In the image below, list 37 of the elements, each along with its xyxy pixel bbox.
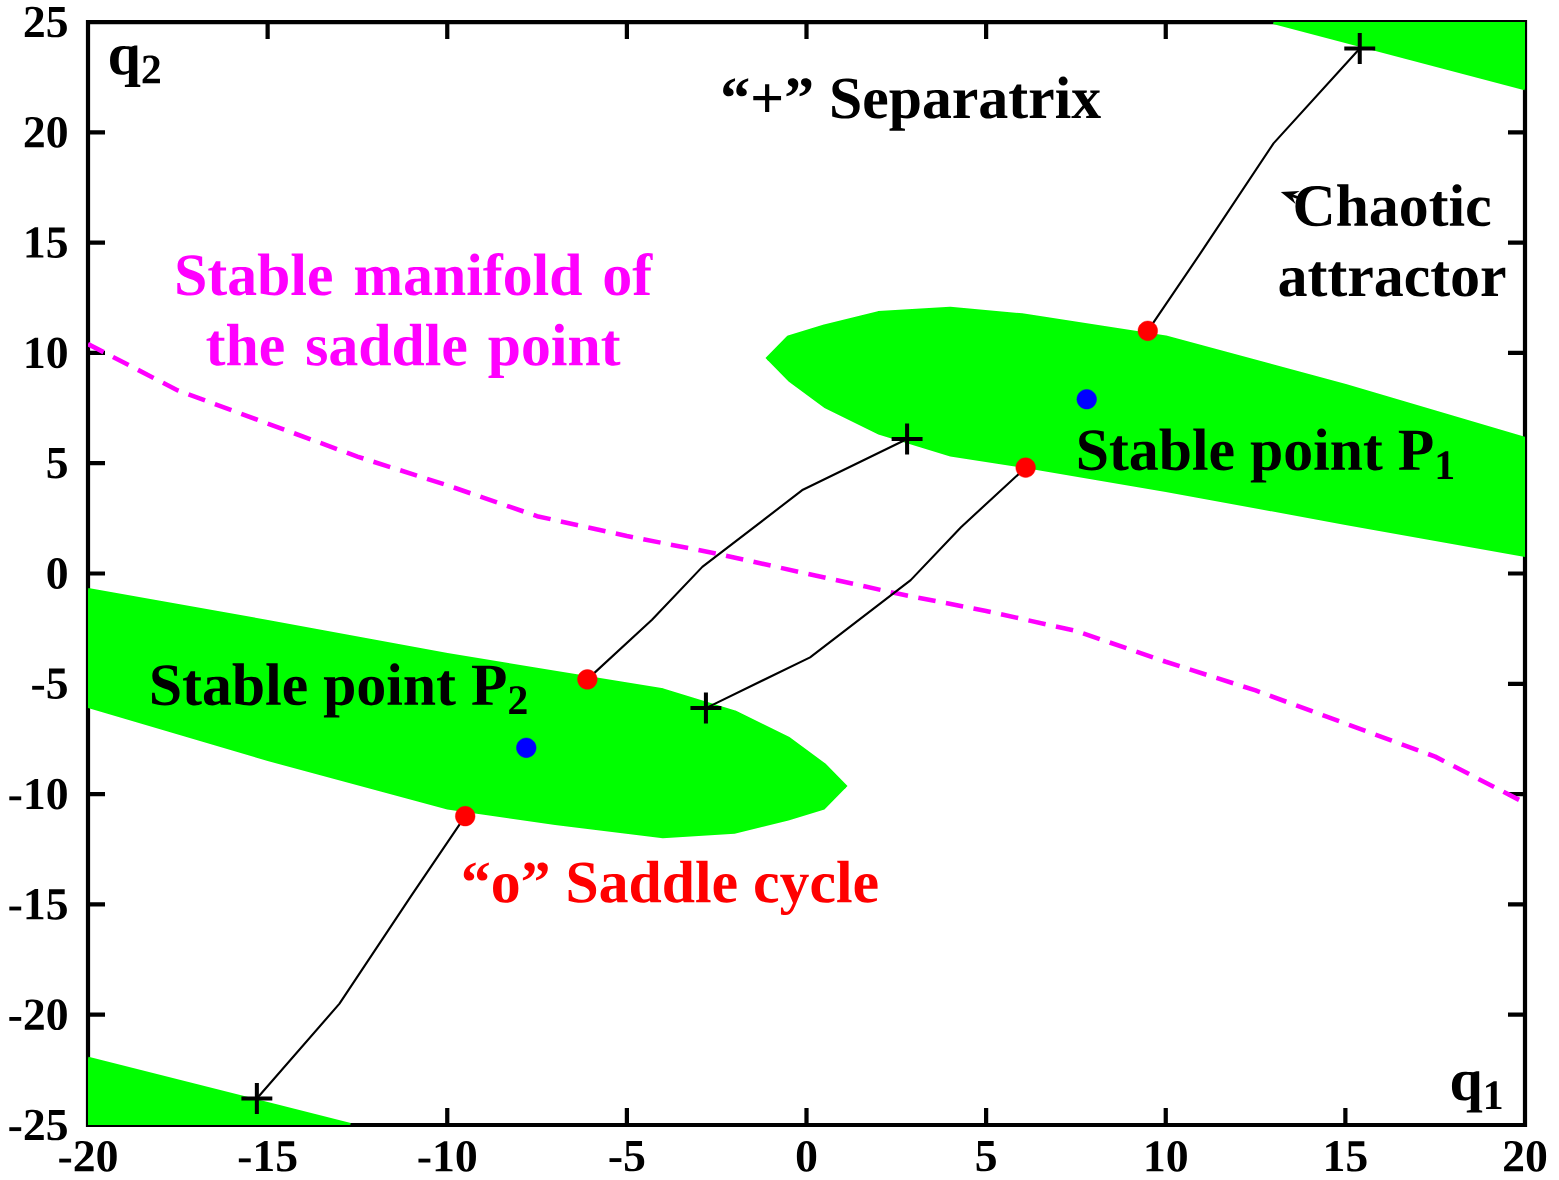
annotation: Chaotic attractor: [1279, 184, 1506, 297]
y-tick-label: -15: [9, 889, 67, 920]
x-tick-label: 10: [1146, 1140, 1187, 1172]
x-tick-label: -5: [609, 1140, 645, 1172]
point: [891, 423, 923, 455]
point: [690, 692, 722, 724]
point: [1015, 457, 1036, 478]
x-tick-label: 20: [1504, 1140, 1547, 1172]
y-tick-label: -5: [32, 668, 67, 699]
annotation: Stable point P$_{1}$: [1078, 428, 1454, 483]
y-tick-label: -25: [9, 1109, 67, 1141]
annotation: Stable manifold of the saddle point: [177, 252, 653, 378]
annotation: Stable point P$_{2}$: [152, 663, 527, 718]
point: [241, 1083, 273, 1114]
annotation: “+” Separatrix: [723, 76, 1101, 131]
point: [1076, 389, 1097, 410]
point: [455, 806, 476, 827]
x-tick-label: 5: [976, 1140, 996, 1172]
y-tick-label: 15: [26, 227, 67, 258]
point: [577, 669, 598, 690]
x-tick-label: 15: [1326, 1140, 1367, 1172]
x-tick-label: -10: [418, 1140, 476, 1172]
y-tick-label: 0: [47, 558, 67, 589]
y-tick-label: 20: [24, 116, 67, 148]
y-tick-label: -10: [9, 778, 67, 810]
point: [516, 737, 537, 758]
y-tick-label: 25: [24, 6, 67, 38]
x-tick-label: -15: [238, 1140, 297, 1172]
y-tick-label: -20: [9, 999, 67, 1031]
series-label: “o” Saddle cycle: [463, 860, 878, 916]
y-tick-label: 5: [47, 448, 67, 479]
point: [1344, 33, 1376, 64]
y-axis-title: q$_{2}$: [110, 45, 160, 87]
x-tick-label: 0: [796, 1140, 817, 1172]
y-tick-label: 10: [26, 337, 67, 369]
point: [1137, 320, 1158, 341]
x-axis-title: q$_{1}$: [1451, 1071, 1502, 1113]
